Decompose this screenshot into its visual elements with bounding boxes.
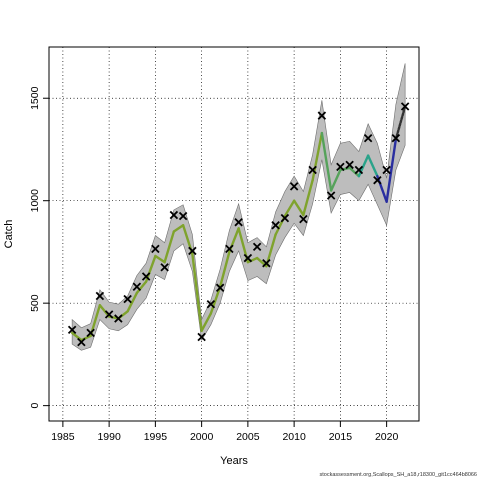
observed-point-2022 <box>400 102 410 111</box>
observed-point-2004 <box>234 217 243 227</box>
grid <box>49 47 419 421</box>
y-tick-label-1000: 1000 <box>29 189 41 213</box>
observed-point-1994 <box>141 272 151 281</box>
confidence-band-area <box>71 63 406 351</box>
fit-segment-2014 <box>329 168 342 192</box>
plot-frame <box>48 46 420 422</box>
observed-point-2021 <box>391 133 401 143</box>
x-tick-label-2010: 2010 <box>282 431 306 443</box>
fit-segment-2005 <box>246 256 259 264</box>
source-credit: stockassessment.org,Scallops_SH_a18,r183… <box>320 472 477 478</box>
y-axis-ticks: 0 500 1000 1500 <box>29 86 49 409</box>
fit-segment-2001 <box>209 285 222 315</box>
observed-point-2006 <box>252 242 262 252</box>
observed-point-1993 <box>132 282 142 292</box>
x-axis-label: Years <box>220 455 248 467</box>
observed-point-2005 <box>243 253 253 263</box>
observed-point-2013 <box>317 111 327 120</box>
observed-point-2015 <box>336 162 345 172</box>
observed-point-1986 <box>67 325 77 335</box>
observed-point-2014 <box>326 191 336 200</box>
fit-segment-2019 <box>376 174 388 203</box>
fit-segment-1986 <box>70 331 83 342</box>
fit-segment-1997 <box>172 224 185 233</box>
x-tick-label-2015: 2015 <box>329 431 353 443</box>
observed-point-2007 <box>262 258 271 268</box>
observed-point-1992 <box>123 294 132 304</box>
x-tick-label-1990: 1990 <box>97 431 121 443</box>
observed-point-1995 <box>151 244 160 254</box>
fit-segment-2018 <box>366 154 379 178</box>
observed-point-1997 <box>169 210 179 220</box>
observed-point-1988 <box>86 328 95 338</box>
x-tick-label-1995: 1995 <box>144 431 168 443</box>
observed-point-1998 <box>178 211 188 221</box>
observed-point-1999 <box>188 246 197 256</box>
observed-point-2001 <box>206 299 216 309</box>
observed-point-2010 <box>289 182 299 191</box>
observed-point-1991 <box>114 314 123 323</box>
y-axis-label: Catch <box>3 220 15 249</box>
x-tick-label-2020: 2020 <box>375 431 399 443</box>
observed-point-2003 <box>225 244 234 254</box>
fit-segment-2011 <box>302 179 314 217</box>
fit-segment-2009 <box>283 199 296 218</box>
fit-segment-1993 <box>135 280 148 295</box>
fit-segment-2016 <box>348 166 361 178</box>
observed-point-1987 <box>77 337 86 347</box>
observed-point-2019 <box>373 175 382 185</box>
observed-catch-markers <box>67 102 410 347</box>
observed-point-2016 <box>345 160 354 170</box>
fit-segment-1996 <box>163 230 176 264</box>
observed-point-1989 <box>95 291 105 301</box>
fit-segment-1989 <box>98 304 111 318</box>
observed-point-2011 <box>299 214 308 224</box>
y-tick-label-0: 0 <box>29 403 41 409</box>
fit-segment-1992 <box>126 291 139 313</box>
fit-segment-1995 <box>154 254 166 264</box>
observed-point-2018 <box>363 133 373 143</box>
x-tick-label-2000: 2000 <box>190 431 214 443</box>
fit-segment-1999 <box>191 252 203 333</box>
x-tick-label-1985: 1985 <box>51 431 75 443</box>
fit-segment-2021 <box>394 105 407 141</box>
observed-point-1996 <box>160 263 169 272</box>
fit-segment-2000 <box>200 312 213 333</box>
fit-segment-2010 <box>292 199 305 217</box>
observed-point-1990 <box>104 310 114 319</box>
y-tick-label-500: 500 <box>29 294 41 312</box>
x-tick-label-2005: 2005 <box>236 431 260 443</box>
x-axis-ticks: 1985 1990 1995 2000 2005 2010 2015 2020 <box>51 421 398 443</box>
observed-point-2000 <box>197 332 206 342</box>
observed-point-2009 <box>280 213 290 223</box>
y-tick-label-1500: 1500 <box>29 86 41 110</box>
fit-segment-2020 <box>385 138 398 203</box>
fit-segment-2002 <box>218 250 231 288</box>
observed-point-2012 <box>308 165 317 175</box>
observed-point-2017 <box>354 165 364 175</box>
observed-point-2020 <box>382 165 391 175</box>
observed-point-2002 <box>215 283 225 293</box>
fit-segment-2013 <box>320 131 333 192</box>
observed-point-2008 <box>271 221 280 230</box>
confidence-band <box>71 63 406 351</box>
